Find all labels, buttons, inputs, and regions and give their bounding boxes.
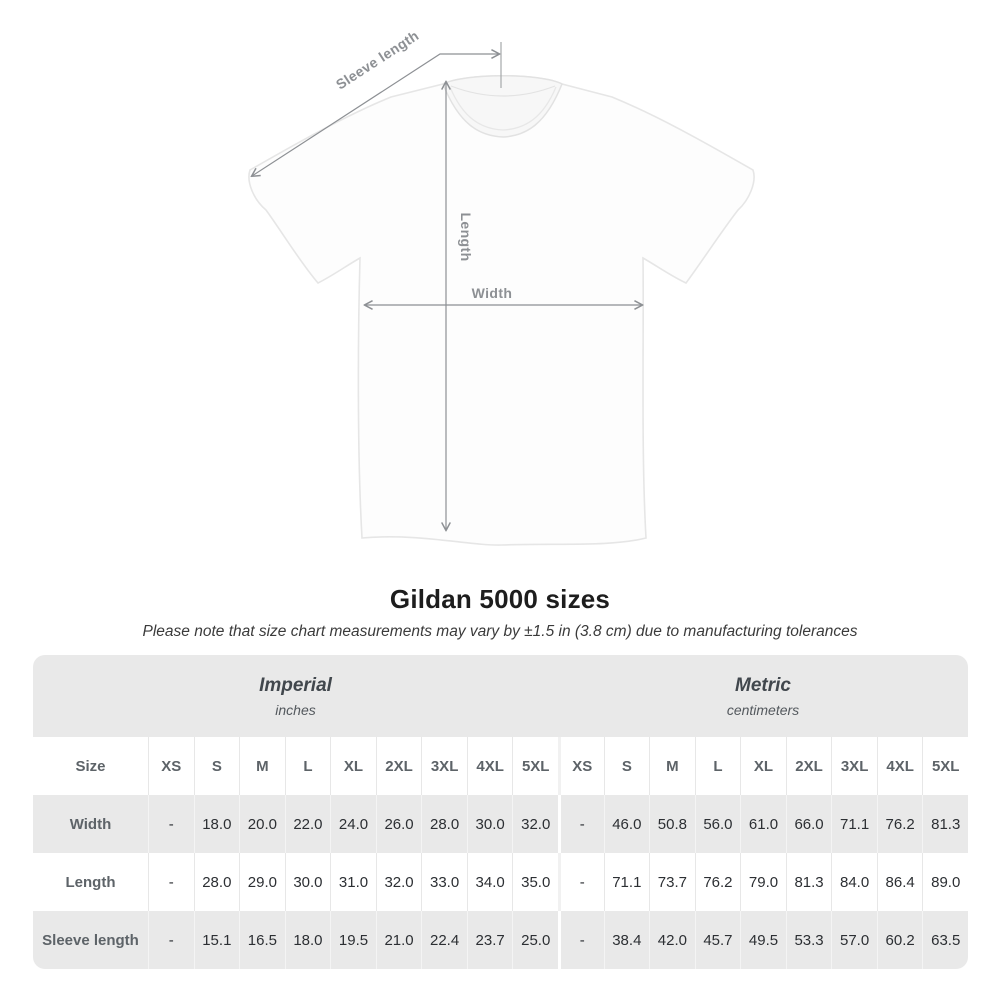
row-label: Length (33, 853, 148, 911)
size-chart-table: Imperial inches Metric centimeters Size X… (33, 655, 968, 969)
cell-imperial: 35.0 (512, 853, 558, 911)
cell-imperial: 28.0 (193, 853, 240, 911)
size-col-imperial-m: M (239, 737, 285, 795)
size-grid: Size XS S M L XL 2XL 3XL 4XL 5XL XS S M L XL 2XL 3XL 4XL 5… (33, 737, 968, 969)
cell-imperial: 16.5 (239, 911, 285, 969)
cell-imperial: 29.0 (239, 853, 285, 911)
length-label: Length (458, 212, 474, 261)
cell-metric: 38.4 (603, 911, 650, 969)
cell-imperial: 31.0 (330, 853, 376, 911)
imperial-label: Imperial (259, 674, 332, 696)
cell-imperial: - (148, 853, 194, 911)
cell-imperial: 15.1 (193, 911, 240, 969)
cell-metric: 79.0 (740, 853, 786, 911)
page-title: Gildan 5000 sizes (389, 584, 611, 614)
cell-metric: 71.1 (603, 853, 650, 911)
size-col-metric-m: M (649, 737, 695, 795)
size-col-imperial-3xl: 3XL (421, 737, 467, 795)
cell-metric: 66.0 (785, 795, 832, 853)
tshirt-graphic: Sleeve length Length Width (248, 27, 755, 546)
metric-sublabel: centimeters (726, 701, 800, 718)
width-label: Width (472, 285, 513, 301)
size-col-imperial-xs: XS (148, 737, 194, 795)
size-col-imperial-2xl: 2XL (375, 737, 422, 795)
cell-metric: 81.3 (785, 853, 832, 911)
cell-imperial: - (148, 911, 194, 969)
cell-imperial: 26.0 (375, 795, 422, 853)
cell-metric: 45.7 (694, 911, 741, 969)
size-col-imperial-s: S (193, 737, 240, 795)
cell-metric: 81.3 (922, 795, 968, 853)
cell-imperial: 28.0 (421, 795, 467, 853)
sleeve-length-arrow (252, 54, 499, 176)
cell-metric: 60.2 (876, 911, 923, 969)
cell-metric: 63.5 (922, 911, 968, 969)
cell-metric: 61.0 (740, 795, 786, 853)
cell-metric: 84.0 (831, 853, 877, 911)
cell-imperial: 32.0 (375, 853, 422, 911)
cell-metric: - (558, 853, 604, 911)
cell-imperial: 33.0 (421, 853, 467, 911)
cell-imperial: 24.0 (330, 795, 376, 853)
row-label: Width (33, 795, 148, 853)
size-col-imperial-l: L (284, 737, 331, 795)
cell-metric: 49.5 (740, 911, 786, 969)
size-col-metric-3xl: 3XL (831, 737, 877, 795)
tshirt-measurement-diagram: Sleeve length Length Width (248, 27, 755, 546)
cell-imperial: 34.0 (466, 853, 513, 911)
cell-imperial: 21.0 (375, 911, 422, 969)
cell-metric: 76.2 (876, 795, 923, 853)
cell-imperial: 30.0 (284, 853, 331, 911)
row-label: Sleeve length (33, 911, 148, 969)
cell-imperial: 22.0 (284, 795, 331, 853)
cell-metric: 57.0 (831, 911, 877, 969)
cell-imperial: 22.4 (421, 911, 467, 969)
tolerance-note: Please note that size chart measurements… (142, 623, 858, 640)
size-col-metric-l: L (694, 737, 741, 795)
metric-label: Metric (735, 674, 791, 696)
size-col-imperial-4xl: 4XL (466, 737, 513, 795)
size-col-metric-xl: XL (740, 737, 786, 795)
cell-imperial: 19.5 (330, 911, 376, 969)
cell-imperial: 30.0 (466, 795, 513, 853)
size-col-metric-s: S (603, 737, 650, 795)
cell-imperial: 18.0 (193, 795, 240, 853)
size-col-imperial-5xl: 5XL (512, 737, 558, 795)
imperial-sublabel: inches (275, 701, 316, 718)
cell-imperial: 25.0 (512, 911, 558, 969)
cell-metric: - (558, 795, 604, 853)
size-col-metric-2xl: 2XL (785, 737, 832, 795)
size-col-metric-4xl: 4XL (876, 737, 923, 795)
size-col-imperial-xl: XL (330, 737, 376, 795)
cell-metric: 50.8 (649, 795, 695, 853)
cell-imperial: 32.0 (512, 795, 558, 853)
cell-imperial: - (148, 795, 194, 853)
sleeve-length-label: Sleeve length (333, 27, 422, 92)
size-col-metric-xs: XS (558, 737, 604, 795)
cell-metric: 56.0 (694, 795, 741, 853)
cell-metric: 71.1 (831, 795, 877, 853)
cell-metric: 76.2 (694, 853, 741, 911)
cell-imperial: 20.0 (239, 795, 285, 853)
cell-metric: 42.0 (649, 911, 695, 969)
cell-metric: 86.4 (876, 853, 923, 911)
cell-imperial: 18.0 (284, 911, 331, 969)
unit-header-row: Imperial inches Metric centimeters (33, 655, 968, 737)
size-col-metric-5xl: 5XL (922, 737, 968, 795)
heading-block: Gildan 5000 sizes Please note that size … (0, 584, 1000, 641)
tshirt-shape (248, 74, 755, 546)
size-header-cell: Size (33, 737, 148, 795)
cell-metric: 46.0 (603, 795, 650, 853)
cell-metric: 73.7 (649, 853, 695, 911)
cell-metric: 89.0 (922, 853, 968, 911)
unit-group-imperial: Imperial inches (33, 655, 558, 737)
cell-metric: 53.3 (785, 911, 832, 969)
unit-group-metric: Metric centimeters (558, 655, 968, 737)
cell-imperial: 23.7 (466, 911, 513, 969)
cell-metric: - (558, 911, 604, 969)
measurement-arrows (252, 42, 642, 530)
